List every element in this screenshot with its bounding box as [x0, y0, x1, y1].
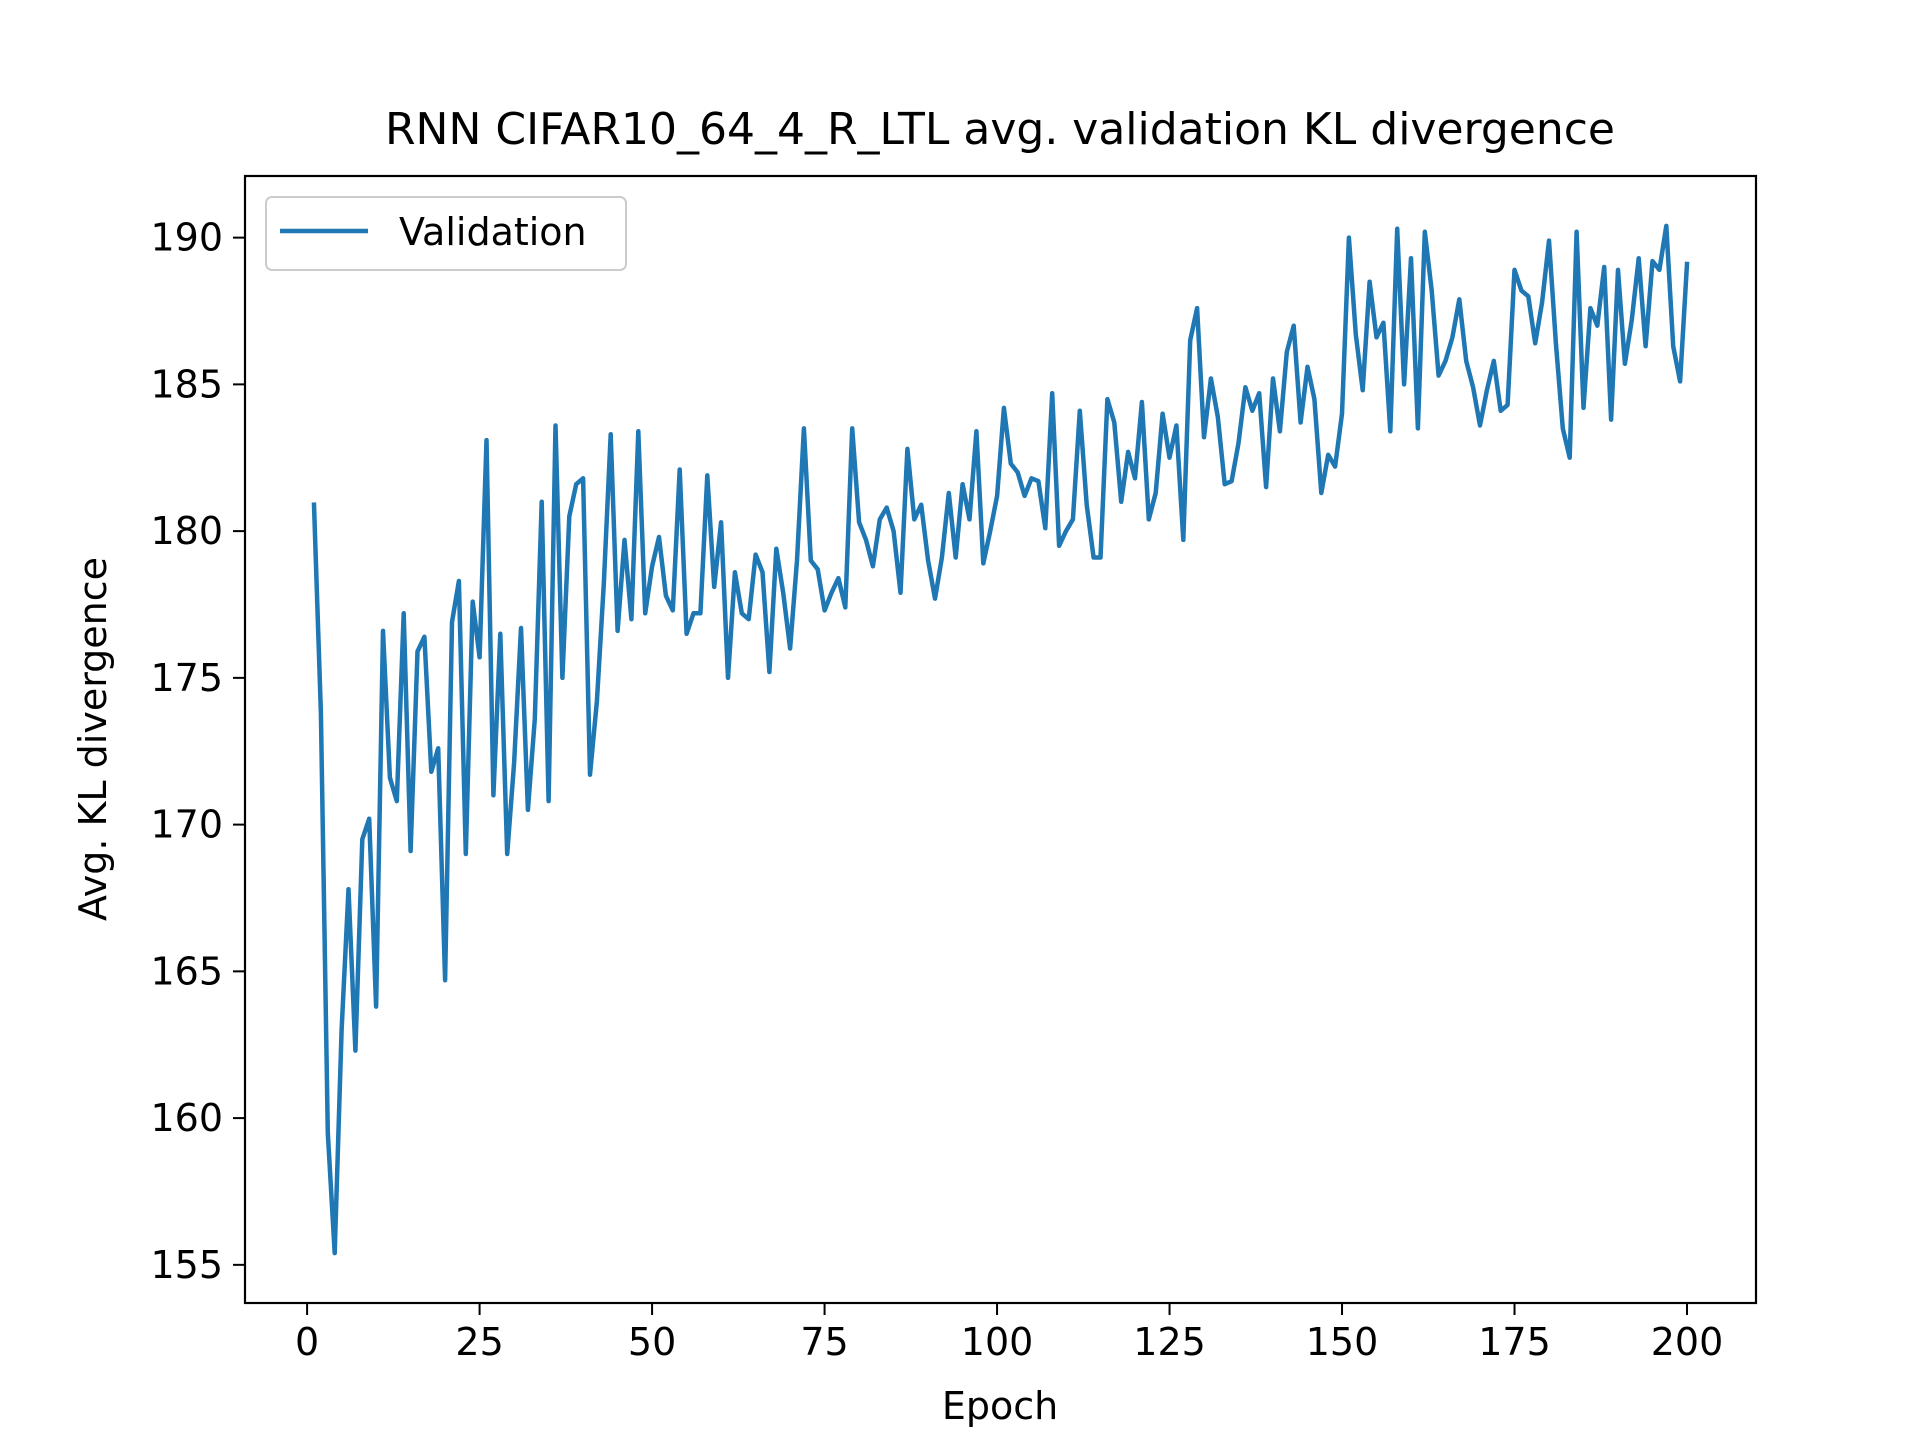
x-tick-label: 25	[455, 1320, 503, 1364]
plot-area: 0 25 50 75 100 125 150 175 200 155 160 165 170 175 18…	[150, 174, 1758, 1364]
x-axis-label: Epoch	[942, 1384, 1058, 1428]
x-tick-label: 125	[1133, 1320, 1206, 1364]
y-tick-label: 170	[150, 803, 223, 847]
y-tick-label: 160	[150, 1096, 223, 1140]
y-tick-label: 190	[150, 216, 223, 260]
y-tick-label: 175	[150, 656, 223, 700]
x-tick-label: 0	[295, 1320, 319, 1364]
series-layer	[311, 223, 1690, 1256]
legend-label-validation: Validation	[399, 210, 587, 254]
y-axis-ticks: 155 160 165 170 175 180 185 190	[150, 216, 245, 1287]
y-tick-label: 180	[150, 509, 223, 553]
y-tick-label: 185	[150, 362, 223, 406]
x-tick-label: 175	[1478, 1320, 1551, 1364]
chart-title: RNN CIFAR10_64_4_R_LTL avg. validation K…	[385, 104, 1615, 155]
x-tick-label: 50	[628, 1320, 676, 1364]
x-tick-label: 75	[800, 1320, 848, 1364]
x-tick-label: 100	[961, 1320, 1034, 1364]
plot-area-background	[245, 176, 1756, 1303]
plot-area-frame	[243, 174, 1758, 1305]
x-tick-label: 200	[1651, 1320, 1724, 1364]
y-tick-label: 165	[150, 949, 223, 993]
y-tick-label: 155	[150, 1243, 223, 1287]
y-axis-label: Avg. KL divergence	[71, 557, 115, 921]
series-line-validation	[311, 223, 1690, 1256]
x-axis-ticks: 0 25 50 75 100 125 150 175 200	[295, 1303, 1723, 1364]
legend-box	[265, 196, 627, 271]
x-tick-label: 150	[1306, 1320, 1379, 1364]
legend: Validation	[265, 196, 627, 271]
